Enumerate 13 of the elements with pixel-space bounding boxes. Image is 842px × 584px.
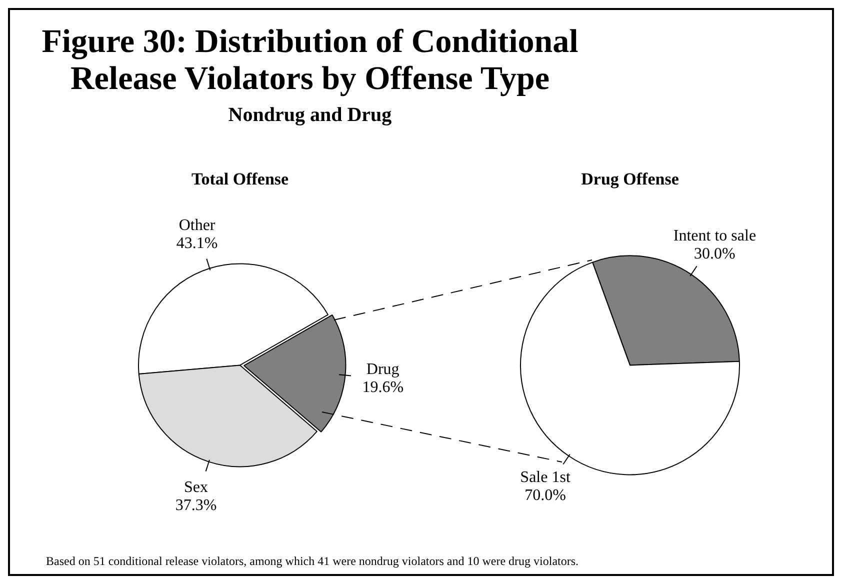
data-label: 70.0% (524, 486, 566, 504)
slice-label: Other (178, 217, 216, 234)
text: Nondrug and Drug (227, 104, 393, 127)
data-label: 30.0% (694, 246, 736, 263)
data-label: 37.3% (175, 497, 217, 514)
text: Based on 51 conditional release violators, among which 41 were nondrug violators and 10 were drug violators. (46, 554, 579, 569)
data-label: 43.1% (176, 235, 218, 252)
chart-title: Drug Offense (581, 170, 680, 189)
slice-label: Sex (184, 479, 208, 496)
slice-label: Intent to sale (673, 228, 756, 245)
chart-title: Total Offense (191, 170, 290, 189)
text: Figure 30: Distribution of Conditional Release Violators by Offense Type (40, 24, 580, 98)
slice-label: Sale 1st (520, 468, 571, 486)
